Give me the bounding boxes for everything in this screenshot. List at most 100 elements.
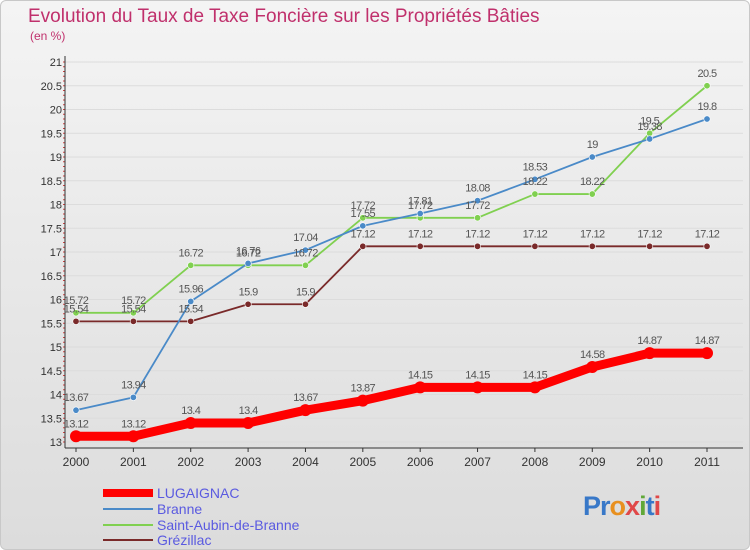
data-point-saint-aubin-de-branne (72, 309, 80, 317)
data-label-gr-zillac: 15.54 (178, 303, 203, 315)
data-label-gr-zillac: 15.9 (296, 286, 315, 298)
y-tick-label: 19.5 (41, 128, 62, 140)
data-label-gr-zillac: 17.12 (523, 228, 548, 240)
legend-swatch (103, 508, 153, 510)
data-point-lugaignac (127, 430, 140, 443)
logo-letter: P (583, 491, 601, 521)
x-tick-label: 2006 (407, 455, 434, 469)
logo-letter: r (600, 491, 610, 521)
legend-item-lugaignac: LUGAIGNAC (103, 485, 239, 501)
data-label-gr-zillac: 17.12 (695, 228, 720, 240)
logo-letter: i (653, 491, 661, 521)
data-label-saint-aubin-de-branne: 17.72 (351, 200, 376, 212)
data-label-lugaignac: 13.4 (239, 405, 258, 417)
data-label-branne: 13.94 (121, 379, 146, 391)
data-point-saint-aubin-de-branne (129, 309, 137, 317)
data-label-branne: 16.76 (236, 245, 261, 257)
data-label-branne: 17.81 (408, 196, 433, 208)
data-label-saint-aubin-de-branne: 18.22 (580, 176, 605, 188)
data-label-gr-zillac: 17.12 (408, 228, 433, 240)
y-tick-label: 16 (50, 295, 62, 307)
data-point-gr-zillac (474, 242, 482, 250)
y-tick-label: 21 (50, 57, 62, 69)
x-tick-label: 2007 (464, 455, 491, 469)
logo-letter: o (609, 491, 626, 521)
x-tick-label: 2011 (694, 455, 720, 469)
data-point-branne (646, 135, 654, 143)
series-line-branne (75, 118, 708, 412)
y-tick-label: 20.5 (41, 81, 62, 93)
data-point-gr-zillac (301, 300, 309, 308)
y-tick-label: 13.5 (41, 413, 62, 425)
logo-letter: t (645, 491, 655, 521)
data-label-gr-zillac: 15.54 (121, 303, 146, 315)
data-point-saint-aubin-de-branne (359, 214, 367, 222)
data-label-saint-aubin-de-branne: 17.72 (465, 200, 490, 212)
data-point-gr-zillac (646, 242, 654, 250)
y-tick-label: 15.5 (41, 318, 62, 330)
data-point-lugaignac (414, 381, 427, 394)
data-label-branne: 17.55 (351, 208, 376, 220)
legend-swatch (103, 524, 153, 526)
data-point-lugaignac (643, 347, 656, 360)
legend-label: Branne (157, 501, 203, 517)
y-tick-label: 14 (50, 390, 62, 402)
data-point-saint-aubin-de-branne (301, 261, 309, 269)
y-tick-label: 18.5 (41, 176, 62, 188)
data-point-gr-zillac (187, 317, 195, 325)
data-point-branne (588, 153, 596, 161)
data-point-lugaignac (586, 360, 599, 373)
data-label-lugaignac: 13.4 (181, 405, 200, 417)
data-label-branne: 18.53 (523, 161, 548, 173)
data-label-branne: 18.08 (465, 183, 490, 195)
x-tick-label: 2003 (235, 455, 262, 469)
data-label-branne: 15.96 (178, 283, 203, 295)
series-line-saint-aubin-de-branne (75, 84, 708, 314)
data-point-lugaignac (70, 430, 82, 443)
x-tick-label: 2004 (292, 455, 319, 469)
data-label-saint-aubin-de-branne: 15.72 (121, 295, 146, 307)
data-point-lugaignac (356, 394, 369, 407)
data-point-branne (301, 246, 309, 254)
series-line-lugaignac (71, 348, 712, 441)
data-point-gr-zillac (72, 317, 80, 325)
data-point-lugaignac (184, 417, 197, 429)
data-point-saint-aubin-de-branne (588, 190, 596, 198)
legend-label: LUGAIGNAC (157, 485, 240, 501)
data-point-branne (72, 406, 80, 414)
data-label-lugaignac: 13.87 (351, 383, 376, 395)
data-point-saint-aubin-de-branne (703, 82, 711, 90)
legend-swatch (103, 539, 153, 541)
data-point-lugaignac (701, 347, 713, 360)
data-label-saint-aubin-de-branne: 20.5 (697, 68, 716, 80)
data-point-saint-aubin-de-branne (187, 261, 195, 269)
y-tick-label: 14.5 (41, 366, 62, 378)
logo-letter: i (639, 491, 646, 521)
data-label-gr-zillac: 17.12 (351, 228, 376, 240)
data-label-lugaignac: 14.58 (580, 349, 605, 361)
data-label-gr-zillac: 17.12 (580, 228, 605, 240)
data-label-gr-zillac: 17.12 (637, 228, 662, 240)
data-label-saint-aubin-de-branne: 16.72 (178, 247, 203, 259)
legend-swatch (103, 489, 153, 497)
data-point-branne (129, 393, 137, 401)
data-label-lugaignac: 14.87 (695, 335, 720, 347)
data-point-gr-zillac (416, 242, 424, 250)
y-tick-label: 15 (50, 342, 62, 354)
data-label-gr-zillac: 15.54 (64, 303, 89, 315)
data-label-lugaignac: 13.12 (121, 418, 146, 430)
data-point-lugaignac (471, 381, 484, 394)
data-label-branne: 19 (587, 139, 599, 151)
data-label-saint-aubin-de-branne: 17.72 (408, 200, 433, 212)
data-label-lugaignac: 13.12 (64, 418, 89, 430)
series-line-gr-zillac (75, 245, 708, 323)
unit-label: (en %) (30, 29, 66, 43)
data-point-saint-aubin-de-branne (531, 190, 539, 198)
data-point-branne (244, 259, 252, 267)
data-point-gr-zillac (129, 317, 137, 325)
data-label-lugaignac: 14.15 (465, 369, 490, 381)
logo-letter: x (625, 491, 640, 521)
data-label-branne: 19.38 (637, 121, 662, 133)
